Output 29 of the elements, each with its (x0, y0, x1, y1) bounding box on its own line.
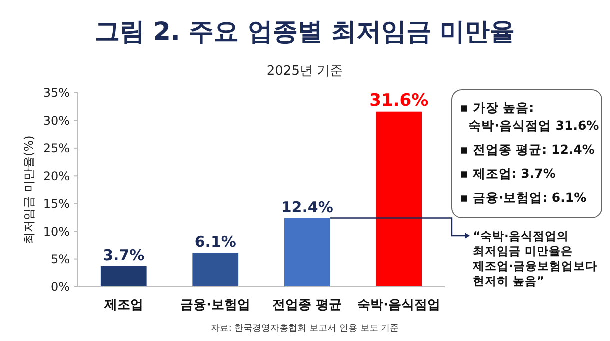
bar (100, 266, 147, 287)
bar (284, 218, 330, 287)
x-tick-label: 숙박·음식점업 (358, 298, 441, 313)
data-label: 31.6% (370, 90, 429, 111)
text: ▪ 가장 높음: 숙박·음식점업 31.6% (460, 100, 600, 133)
bar (192, 253, 239, 287)
y-tick-label: 25% (43, 142, 70, 156)
y-axis-title: 최저임금 미만율(%) (22, 136, 36, 244)
y-tick-label: 0% (50, 280, 70, 294)
y-tick-label: 15% (43, 197, 70, 212)
text: 자료: 한국경영자총협회 보고서 인용 보도 기준 (210, 324, 400, 334)
y-tick-label: 35% (43, 86, 70, 100)
chart-title: 그림 2. 주요 업종별 최저임금 미만율 (94, 17, 516, 46)
chart-subtitle: 2025년 기준 (266, 64, 344, 79)
data-label: 3.7% (103, 246, 145, 264)
text: “숙박·음식점업의 최저임금 미만율은 제조업·금융보험업보다 현저히 높음” (472, 229, 598, 288)
y-tick-label: 20% (43, 169, 70, 184)
y-tick-label: 5% (50, 252, 70, 266)
bar (376, 112, 422, 287)
data-label: 6.1% (194, 233, 236, 252)
text: ▪ 제조업: 3.7% (460, 166, 556, 181)
data-label: 12.4% (281, 198, 334, 216)
x-tick-label: 제조업 (103, 298, 144, 313)
text: ▪ 금융·보험업: 6.1% (460, 190, 588, 205)
x-tick-label: 전업종 평균 (272, 298, 342, 313)
x-tick-label: 금융·보험업 (180, 298, 251, 313)
y-tick-label: 10% (43, 224, 70, 239)
y-tick-label: 30% (43, 114, 70, 128)
text: ▪ 전업종 평균: 12.4% (460, 142, 596, 157)
